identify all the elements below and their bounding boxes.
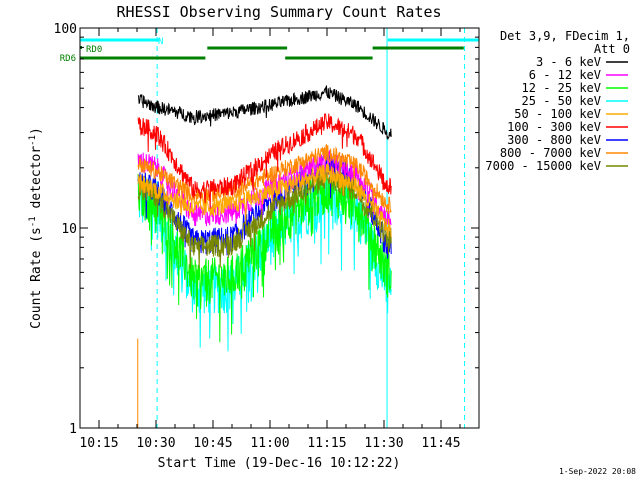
x-tick-label: 10:45 xyxy=(193,436,232,451)
series-line-5 xyxy=(137,113,392,209)
legend-label: 7000 - 15000 keV xyxy=(485,159,601,173)
plot-area xyxy=(79,28,466,428)
series-line-7 xyxy=(137,144,392,215)
series-line-2 xyxy=(137,167,392,343)
x-tick-label: 11:00 xyxy=(250,436,289,451)
x-tick-label: 11:45 xyxy=(421,436,460,451)
legend-label: 25 - 50 keV xyxy=(522,94,601,108)
x-tick-label: 11:30 xyxy=(364,436,403,451)
footer-timestamp: 1-Sep-2022 20:08 xyxy=(559,467,636,476)
legend-label: 800 - 7000 keV xyxy=(500,146,601,160)
legend-label: 100 - 300 keV xyxy=(507,120,601,134)
y-tick-label: 100 xyxy=(54,22,77,37)
x-tick-label: 11:15 xyxy=(307,436,346,451)
legend-header-1: Det 3,9, FDecim 1, xyxy=(500,29,630,43)
legend-label: 12 - 25 keV xyxy=(522,81,601,95)
flag-bars: N RD0 RD6 xyxy=(60,37,479,64)
legend-label: 3 - 6 keV xyxy=(536,55,601,69)
x-axis-label: Start Time (19-Dec-16 10:12:22) xyxy=(158,456,401,471)
y-tick-label: 1 xyxy=(69,422,77,437)
series-line-0 xyxy=(137,85,392,141)
y-axis-label: Count Rate (s-1 detector-1) xyxy=(28,127,44,329)
flag-label-rd0: RD0 xyxy=(86,45,102,55)
legend-label: 6 - 12 keV xyxy=(529,68,601,82)
legend-label: 300 - 800 keV xyxy=(507,133,601,147)
x-tick-label: 10:30 xyxy=(136,436,175,451)
series-line-4 xyxy=(137,163,392,238)
legend-label: 50 - 100 keV xyxy=(514,107,601,121)
flag-label-n: N xyxy=(158,37,163,47)
axes: 1 10 100 10:15 10:30 10:45 11:00 11:15 11:30 11:4… xyxy=(54,22,480,451)
legend-header-2: Att 0 xyxy=(594,42,630,56)
chart-title: RHESSI Observing Summary Count Rates xyxy=(116,3,441,21)
x-tick-label: 10:15 xyxy=(79,436,118,451)
flag-label-rd6: RD6 xyxy=(60,54,76,64)
y-tick-label: 10 xyxy=(61,222,77,237)
